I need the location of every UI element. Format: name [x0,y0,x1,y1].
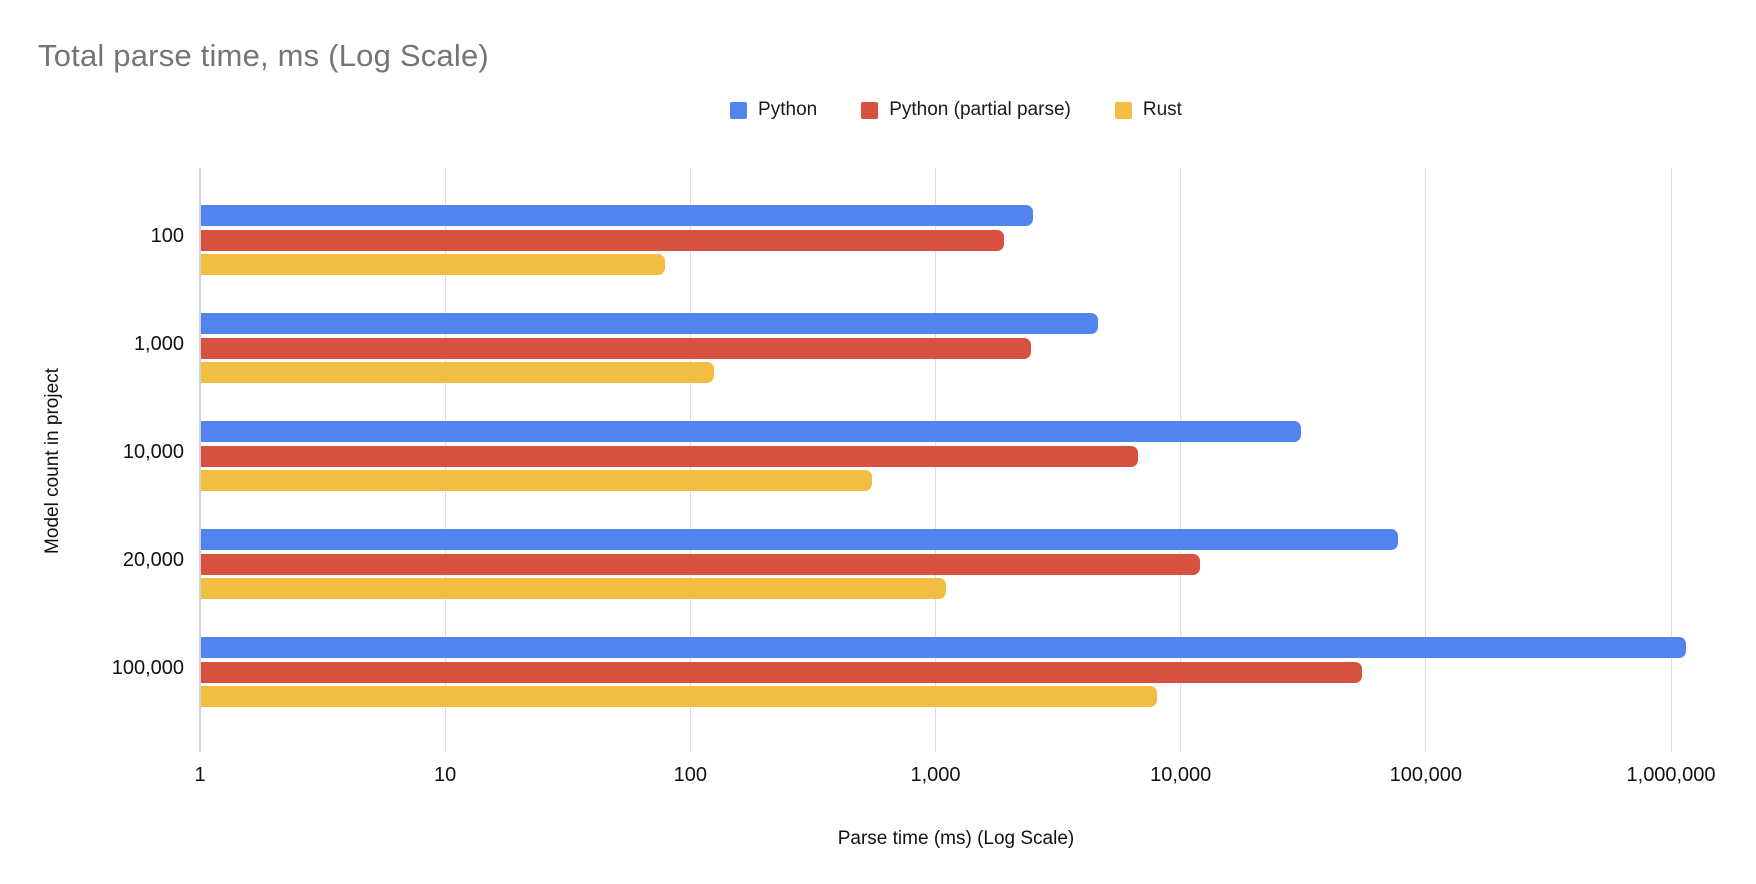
bar-python-100 [201,205,1033,226]
legend-item-python: Python [730,99,817,121]
legend-label-python: Python [758,99,818,120]
category-label-20000: 20,000 [122,548,184,571]
x-tick-label-100000: 100,000 [1389,764,1462,786]
x-tick-label-100: 100 [673,764,708,786]
bar-rust-10000 [201,470,872,491]
legend-item-rust: Rust [1114,99,1182,121]
bar-rust-1000 [201,362,714,383]
bar-rust-20000 [201,578,946,599]
x-axis-baseline [199,168,201,752]
x-tick-label-10000: 10,000 [1150,764,1212,786]
legend-swatch-python-partial [861,101,879,119]
category-label-1000: 1,000 [133,332,184,355]
bar-python-1000 [201,313,1098,334]
bar-python-20000 [201,529,1398,550]
bar-python-partial-parse-1000 [201,338,1031,359]
legend-label-python-partial: Python (partial parse) [889,99,1071,120]
chart-title: Total parse time, ms (Log Scale) [38,38,489,73]
x-tick-label-1000000: 1,000,000 [1626,764,1716,786]
gridline-10000 [1180,168,1182,752]
y-axis-title: Model count in project [42,368,63,554]
legend: Python Python (partial parse) Rust [200,99,1712,121]
category-label-10000: 10,000 [122,440,184,463]
legend-label-rust: Rust [1142,99,1182,120]
bar-python-partial-parse-10000 [201,446,1138,467]
gridline-100000 [1425,168,1427,752]
bar-python-partial-parse-100000 [201,662,1362,683]
gridline-1000000 [1670,168,1672,752]
legend-swatch-python [730,101,748,119]
bar-python-100000 [201,637,1686,658]
bar-python-10000 [201,421,1301,442]
category-label-100: 100 [150,224,184,247]
legend-swatch-rust [1114,101,1132,119]
bar-python-partial-parse-20000 [201,554,1200,575]
legend-item-python-partial: Python (partial parse) [861,99,1071,121]
bar-rust-100000 [201,686,1157,707]
x-tick-label-10: 10 [434,764,457,786]
x-tick-label-1: 1 [194,764,206,786]
x-axis-title: Parse time (ms) (Log Scale) [837,828,1075,849]
bar-python-partial-parse-100 [201,230,1004,251]
bar-rust-100 [201,254,665,275]
category-label-100000: 100,000 [111,656,184,679]
x-tick-label-1000: 1,000 [910,764,961,786]
